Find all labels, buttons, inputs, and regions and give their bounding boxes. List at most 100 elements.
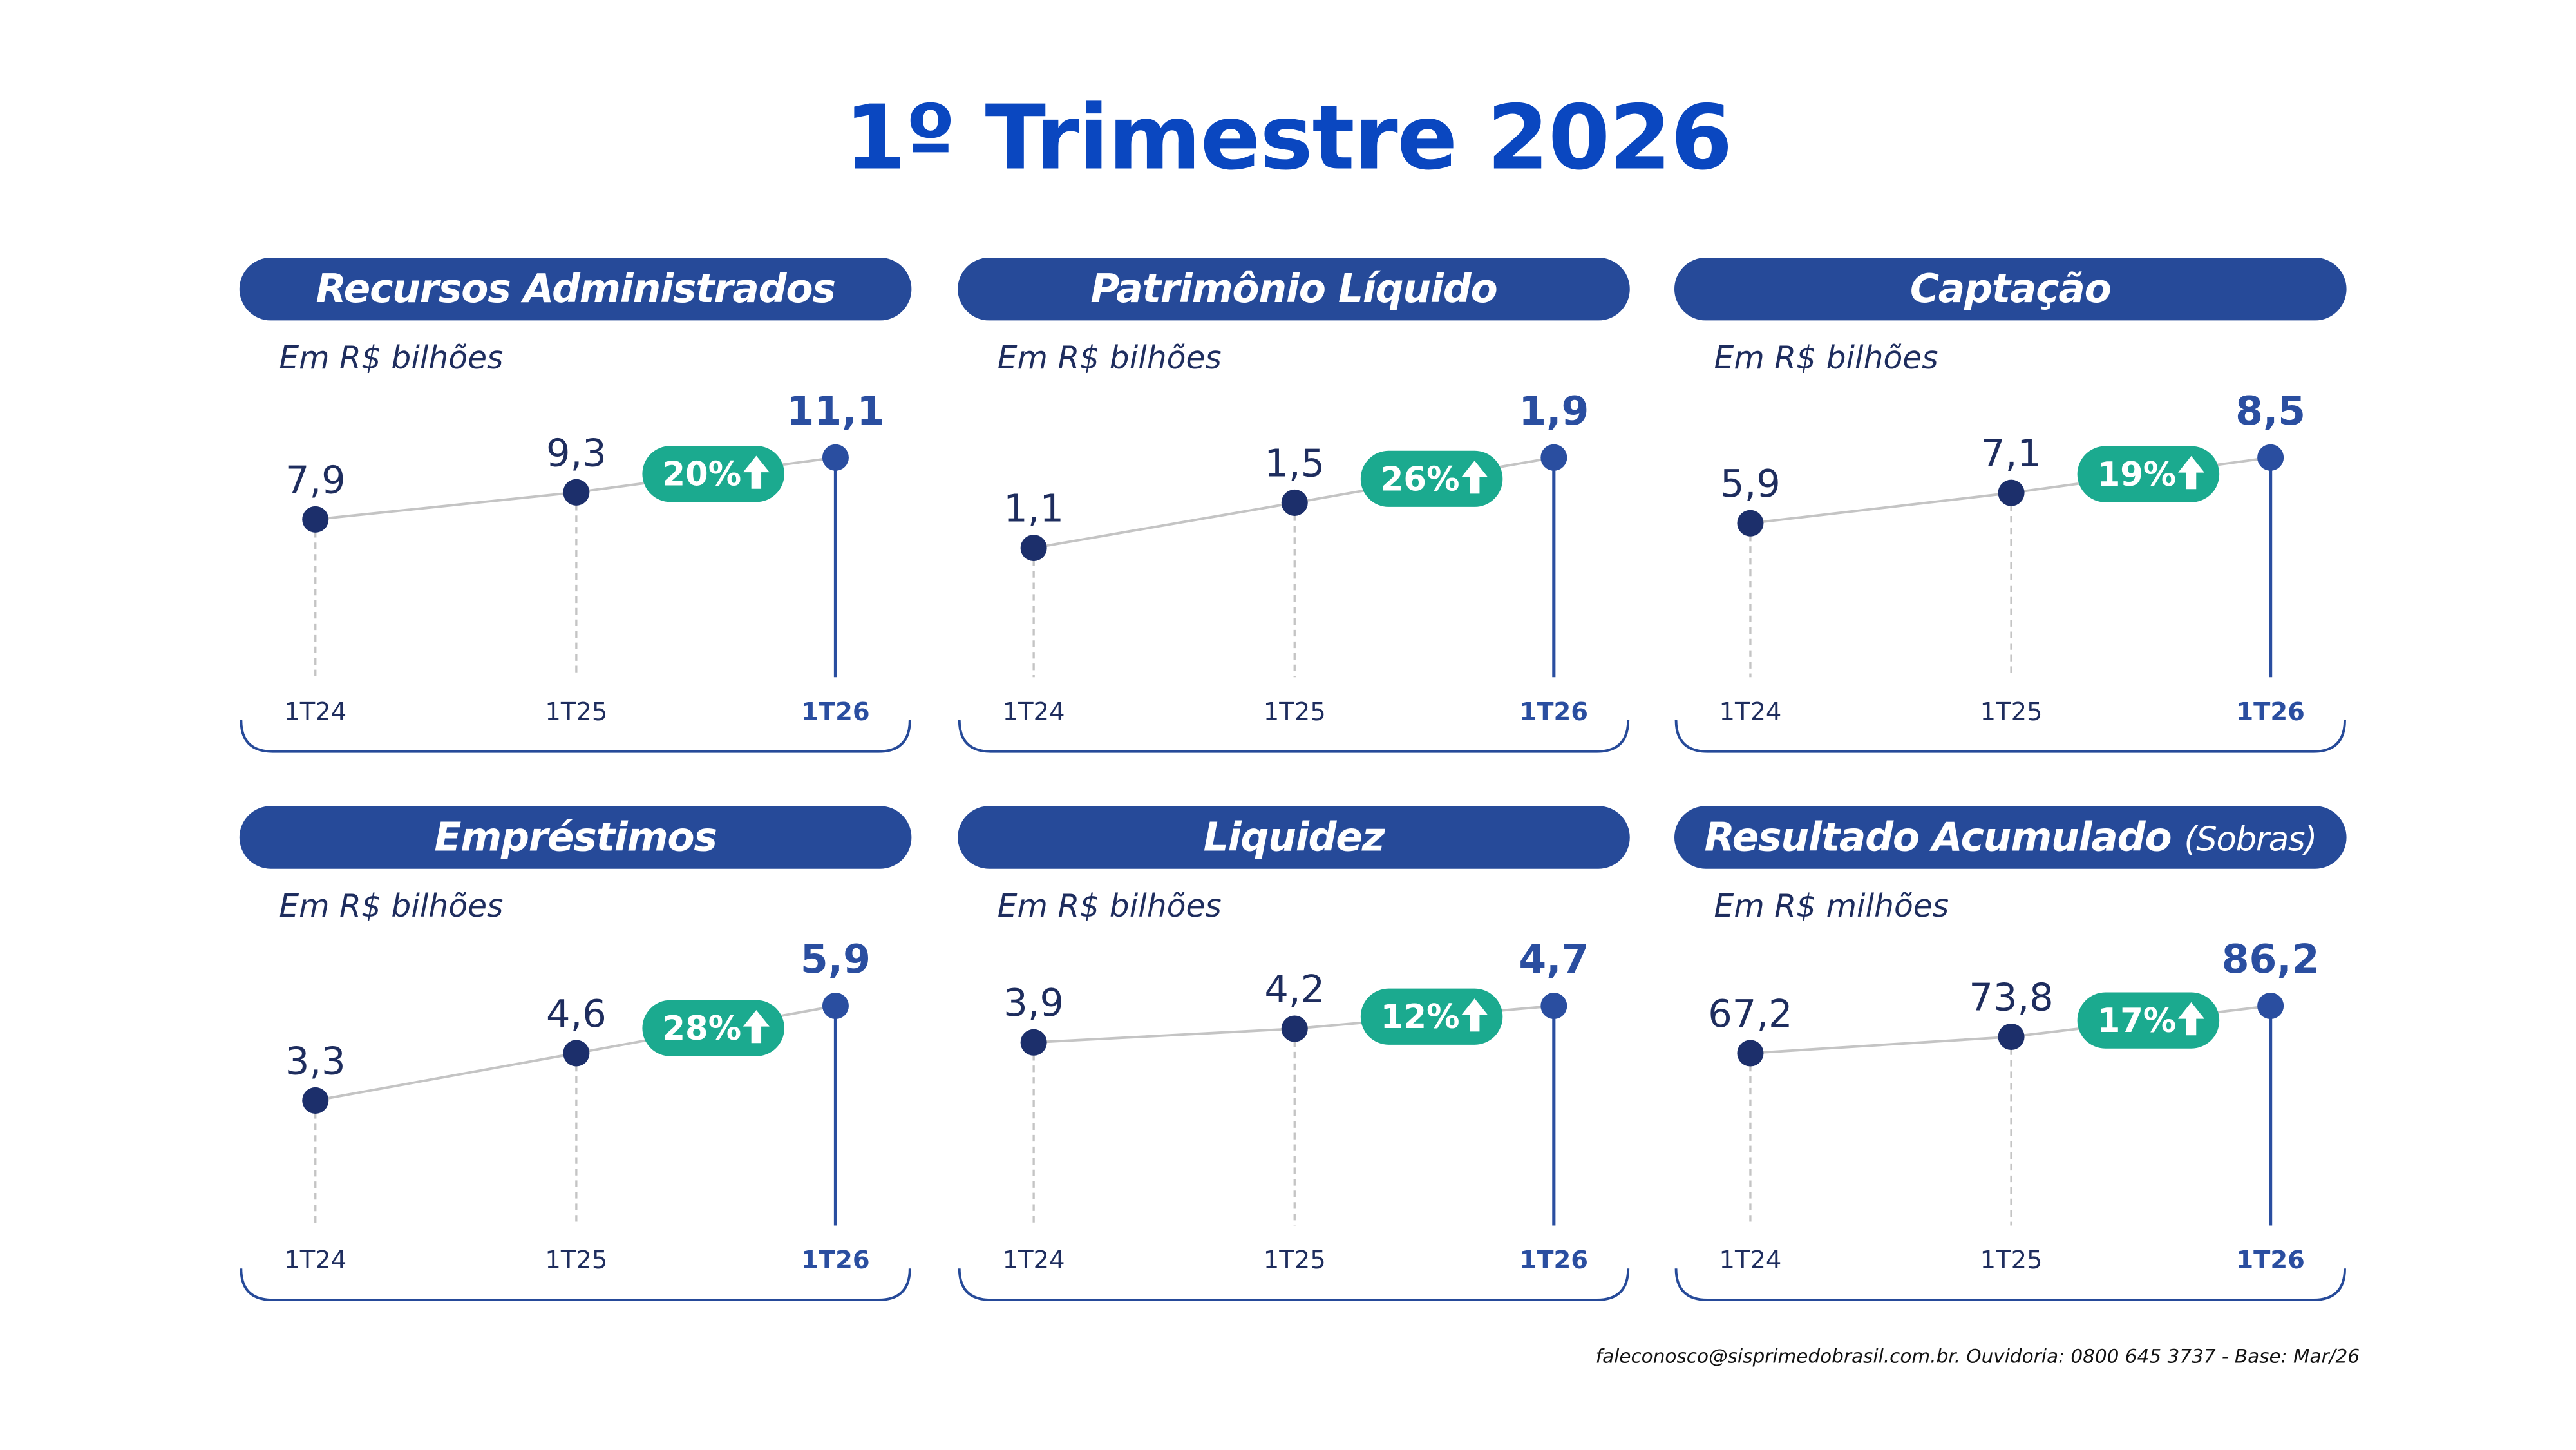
growth-badge: 17%	[2077, 992, 2220, 1049]
data-label: 3,3	[285, 1038, 346, 1083]
unit-label: Em R$ milhões	[1714, 888, 1949, 925]
line-chart: 19% 5,9 1T24 7,1 1T25 8,5 1T26	[1674, 388, 2346, 753]
growth-badge-bg	[2077, 992, 2220, 1049]
kpi-panel: Recursos Administrados Em R$ bilhões 20% 7,…	[239, 257, 912, 753]
data-label: 73,8	[1969, 975, 2053, 1019]
kpi-panel: Resultado Acumulado (Sobras) Em R$ milhõe…	[1674, 806, 2347, 1301]
growth-value: 12%	[1381, 998, 1460, 1036]
line-chart: 20% 7,9 1T24 9,3 1T25 11,1 1T26	[240, 388, 911, 753]
growth-badge-bg	[642, 1000, 784, 1056]
data-point	[563, 479, 590, 506]
unit-label: Em R$ bilhões	[279, 340, 504, 377]
data-label: 1,1	[1003, 486, 1064, 531]
x-tick-label: 1T26	[2236, 698, 2305, 727]
x-tick-label: 1T24	[1719, 1246, 1782, 1275]
x-tick-label: 1T25	[1980, 1246, 2043, 1275]
x-tick-label: 1T25	[545, 1246, 607, 1275]
growth-badge: 19%	[2077, 446, 2220, 502]
data-label: 4,2	[1264, 967, 1325, 1011]
x-tick-label: 1T24	[284, 1246, 346, 1275]
data-point	[1540, 444, 1567, 471]
growth-value: 19%	[2098, 455, 2177, 494]
growth-badge: 26%	[1360, 450, 1503, 507]
kpi-panel: Captação Em R$ bilhões 19% 5,9 1T24 7,1 1T25 8,…	[1674, 257, 2347, 753]
line-chart: 26% 1,1 1T24 1,5 1T25 1,9 1T26	[958, 388, 1630, 753]
panel-title: Captação	[1909, 265, 2112, 312]
growth-value: 28%	[662, 1009, 741, 1048]
data-label: 86,2	[2222, 936, 2320, 982]
line-chart: 28% 3,3 1T24 4,6 1T25 5,9 1T26	[240, 936, 911, 1301]
growth-badge: 12%	[1360, 988, 1503, 1045]
panel-title-suffix: (Sobras)	[2184, 819, 2318, 859]
data-label: 9,3	[546, 430, 607, 475]
x-tick-label: 1T26	[1520, 698, 1589, 727]
x-tick-label: 1T25	[1980, 698, 2043, 727]
x-tick-label: 1T25	[1264, 698, 1326, 727]
panel-bracket	[958, 720, 1630, 753]
panel-title: Resultado Acumulado	[1704, 814, 2172, 861]
panel-bracket	[958, 1268, 1630, 1301]
data-point	[1540, 993, 1567, 1020]
data-point	[2257, 444, 2284, 471]
panel-bracket	[1674, 1268, 2346, 1301]
growth-badge: 28%	[642, 1000, 784, 1056]
x-tick-label: 1T25	[1264, 1246, 1326, 1275]
data-point	[822, 993, 849, 1020]
x-tick-label: 1T24	[1003, 1246, 1065, 1275]
growth-badge-bg	[1360, 988, 1503, 1045]
data-point	[1998, 1023, 2025, 1051]
unit-label: Em R$ bilhões	[997, 340, 1222, 377]
data-point	[1737, 510, 1764, 537]
growth-value: 20%	[662, 455, 741, 494]
data-point	[822, 444, 849, 471]
data-point	[1737, 1040, 1764, 1067]
growth-badge-bg	[2077, 446, 2220, 502]
data-label: 1,5	[1264, 441, 1325, 485]
data-label: 67,2	[1708, 991, 1792, 1036]
data-label: 1,9	[1519, 388, 1589, 434]
panel-bracket	[240, 1268, 911, 1301]
line-chart: 17% 67,2 1T24 73,8 1T25 86,2 1T26	[1674, 936, 2346, 1301]
kpi-panel: Patrimônio Líquido Em R$ bilhões 26% 1,1 1T2…	[958, 257, 1630, 753]
panel-header: Patrimônio Líquido	[958, 257, 1630, 321]
panel-header: Recursos Administrados	[239, 257, 912, 321]
growth-badge-bg	[642, 446, 784, 502]
data-point	[2257, 993, 2284, 1020]
data-point	[1281, 1015, 1308, 1042]
data-label: 11,1	[787, 388, 885, 434]
data-label: 5,9	[1720, 461, 1781, 506]
panel-title: Patrimônio Líquido	[1090, 265, 1497, 312]
panel-header: Captação	[1674, 257, 2347, 321]
data-point	[1998, 479, 2025, 506]
unit-label: Em R$ bilhões	[997, 888, 1222, 925]
x-tick-label: 1T24	[1003, 698, 1065, 727]
growth-badge: 20%	[642, 446, 784, 502]
data-label: 7,1	[1981, 431, 2041, 475]
x-tick-label: 1T26	[801, 1246, 870, 1275]
panel-header: Liquidez	[958, 806, 1630, 869]
data-point	[563, 1040, 590, 1067]
line-chart: 12% 3,9 1T24 4,2 1T25 4,7 1T26	[958, 936, 1630, 1301]
panel-title: Liquidez	[1203, 814, 1385, 861]
unit-label: Em R$ bilhões	[1714, 340, 1938, 377]
x-tick-label: 1T26	[2236, 1246, 2305, 1275]
data-label: 8,5	[2235, 388, 2306, 434]
data-point	[1020, 535, 1047, 562]
kpi-panel: Liquidez Em R$ bilhões 12% 3,9 1T24 4,2 1T25 4,…	[958, 806, 1630, 1301]
panel-title: Recursos Administrados	[316, 265, 836, 312]
x-tick-label: 1T24	[1719, 698, 1782, 727]
data-label: 3,9	[1003, 980, 1064, 1025]
panel-header: Resultado Acumulado (Sobras)	[1674, 806, 2347, 869]
data-label: 7,9	[285, 457, 346, 502]
growth-badge-bg	[1360, 450, 1503, 507]
page-title: 1º Trimestre 2026	[844, 86, 1733, 190]
data-point	[302, 506, 329, 533]
data-point	[1281, 489, 1308, 516]
kpi-panel: Empréstimos Em R$ bilhões 28% 3,3 1T24 4,6 1T2…	[239, 806, 912, 1301]
data-point	[302, 1087, 329, 1114]
x-tick-label: 1T26	[801, 698, 870, 727]
data-point	[1020, 1029, 1047, 1056]
arrow-up-icon	[2178, 455, 2205, 490]
unit-label: Em R$ bilhões	[279, 888, 504, 925]
